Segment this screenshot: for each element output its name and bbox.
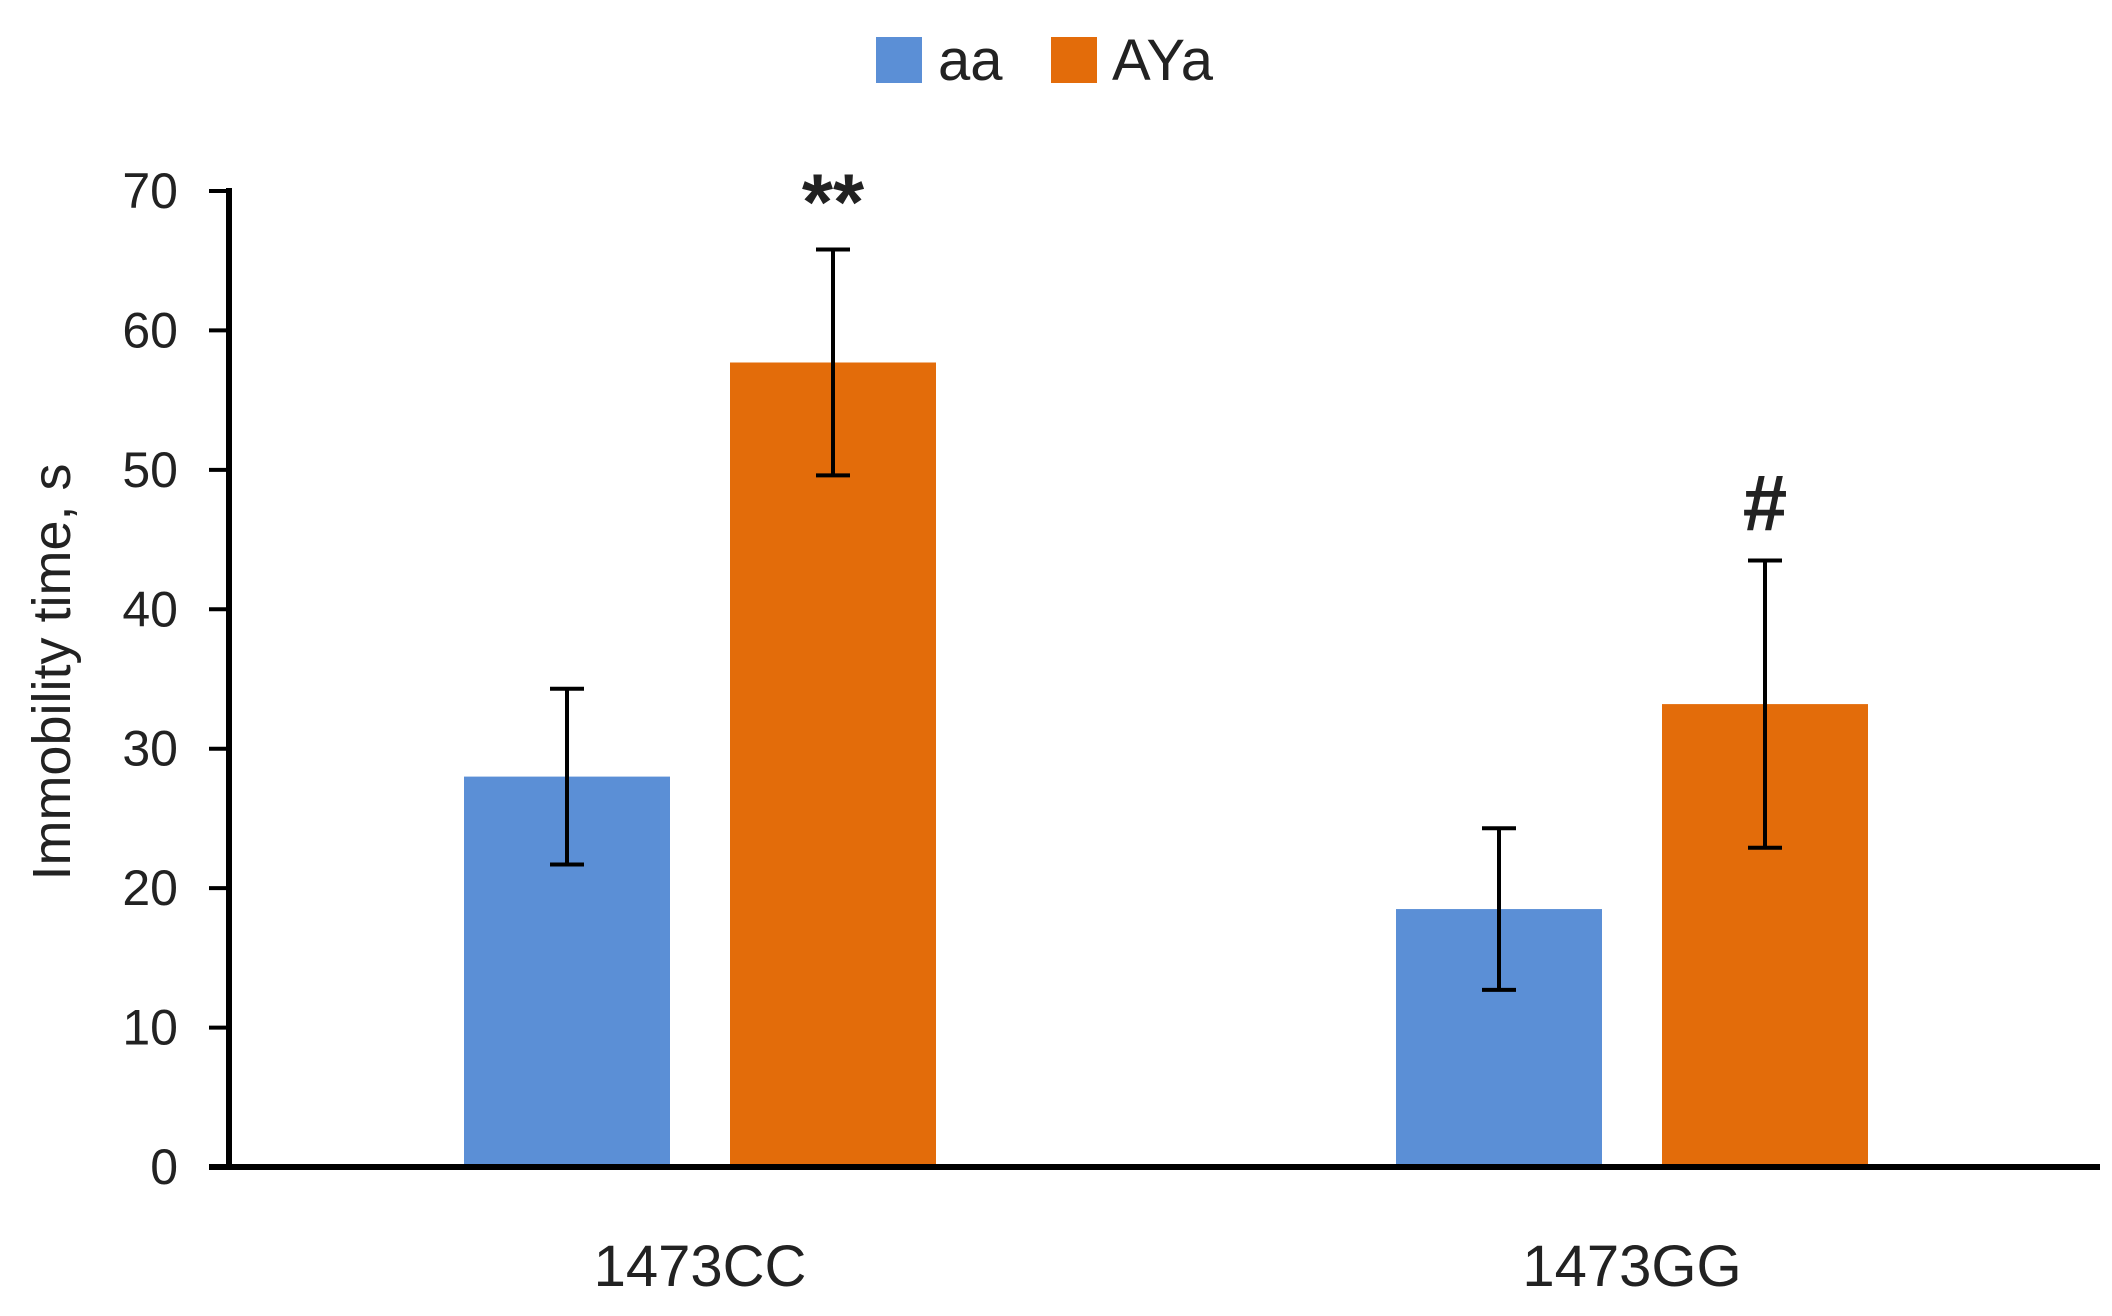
legend-swatch-aa [876, 37, 922, 83]
x-axis-category-labels: 1473CC 1473GG [594, 1234, 1742, 1299]
legend-label-aya: AYa [1112, 28, 1214, 93]
y-tick-label: 60 [122, 302, 178, 358]
y-tick-label: 40 [122, 581, 178, 637]
y-tick-label: 20 [122, 860, 178, 916]
legend-label-aa: aa [938, 28, 1003, 93]
significance-annotations: ** # [802, 158, 1787, 548]
bar-1473CC-AYa [730, 362, 936, 1167]
legend-swatch-aya [1051, 37, 1097, 83]
error-bars [550, 247, 1782, 992]
x-category-label: 1473CC [594, 1234, 807, 1299]
y-tick-label: 10 [122, 1000, 178, 1056]
y-axis-title: Immobility time, s [22, 463, 82, 880]
legend: aa AYa [876, 28, 1214, 93]
y-tick-label: 0 [150, 1139, 178, 1195]
significance-label: # [1743, 458, 1788, 547]
x-category-label: 1473GG [1522, 1234, 1741, 1299]
significance-label: ** [802, 158, 865, 247]
y-axis-ticks: 0 10 20 30 40 50 60 70 [122, 163, 229, 1195]
bars [464, 362, 1868, 1167]
y-tick-label: 50 [122, 442, 178, 498]
y-tick-label: 70 [122, 163, 178, 219]
y-tick-label: 30 [122, 721, 178, 777]
